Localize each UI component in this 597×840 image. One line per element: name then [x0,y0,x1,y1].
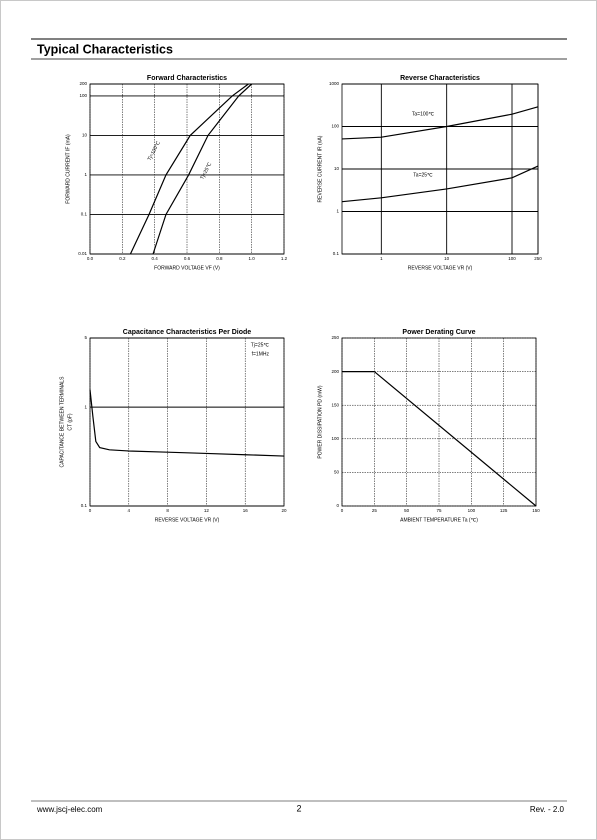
x-tick-label: 75 [436,508,442,513]
y-tick-label: 100 [331,436,339,441]
data-line [129,83,249,255]
plot-frame [89,83,285,255]
data-line [152,83,253,255]
footer-page: 2 [296,803,301,813]
y-tick-label: 1 [84,404,87,409]
footer-revision: Rev. - 2.0 [530,805,565,814]
x-tick-label: 100 [508,256,516,261]
data-line [342,371,537,507]
y-tick-label: 1 [84,172,87,177]
x-tick-label: 0.8 [216,256,223,261]
y-tick-label: 0 [336,503,339,508]
x-tick-label: 8 [166,508,169,513]
y-tick-label: 0.1 [333,251,340,256]
x-tick-label: 50 [404,508,410,513]
data-line [341,106,539,140]
y-axis-label: REVERSE CURRENT IR (nA) [317,135,323,202]
x-tick-label: 10 [444,256,450,261]
x-tick-label: 100 [468,508,476,513]
data-line [341,165,539,203]
chart-title: Power Derating Curve [402,329,475,336]
x-tick-label: 0 [341,508,344,513]
series-label: Tj=25℃ [199,161,213,180]
x-tick-label: 250 [534,256,542,261]
x-tick-label: 1 [380,256,383,261]
x-tick-label: 1.2 [281,256,288,261]
y-tick-label: 10 [334,166,340,171]
y-tick-label: 200 [331,369,339,374]
y-tick-label: 5 [84,335,87,340]
y-tick-label: 100 [331,124,339,129]
y-tick-label: 1 [336,209,339,214]
x-axis-label: FORWARD VOLTAGE VF (V) [154,265,220,271]
plot-frame [341,83,539,255]
y-tick-label: 250 [331,335,339,340]
x-axis-label: REVERSE VOLTAGE VR (V) [408,265,473,271]
y-tick-label: 1000 [329,81,340,86]
y-axis-label: FORWARD CURRENT IF (mA) [65,134,71,204]
plot-frame [341,337,537,507]
header-title: Typical Characteristics [37,42,173,56]
x-tick-label: 0.0 [87,256,94,261]
x-tick-label: 1.0 [249,256,256,261]
y-tick-label: 0.01 [78,251,87,256]
y-tick-label: 100 [79,93,87,98]
x-axis-label: REVERSE VOLTAGE VR (V) [155,517,220,523]
x-tick-label: 16 [243,508,249,513]
y-axis-label: CT (pF) [67,413,73,430]
x-tick-label: 0.6 [184,256,191,261]
series-label: Ta=25℃ [413,172,433,178]
series-label: Tj=100℃ [147,140,162,162]
y-tick-label: 50 [334,470,340,475]
y-tick-label: 0.1 [81,212,88,217]
footer-website: www.jscj-elec.com [36,805,103,814]
chart-title: Capacitance Characteristics Per Diode [123,329,251,336]
chart-title: Reverse Characteristics [400,75,480,82]
y-tick-label: 150 [331,402,339,407]
x-tick-label: 20 [281,508,287,513]
y-axis-label: POWER DISSIPATION PD (mW) [317,385,323,458]
x-tick-label: 0.2 [119,256,126,261]
annotation: f=1MHz [252,351,270,357]
annotation: Tj=25℃ [251,342,270,348]
y-tick-label: 10 [82,133,88,138]
series-label: Ta=100℃ [412,111,435,117]
y-tick-label: 0.1 [81,503,88,508]
plot-frame [89,337,285,507]
x-tick-label: 25 [372,508,378,513]
y-tick-label: 200 [79,81,87,86]
x-tick-label: 150 [532,508,540,513]
x-tick-label: 12 [204,508,210,513]
y-axis-label: CAPACITANCE BETWEEN TERMINALS [59,376,65,468]
x-axis-label: AMBIENT TEMPERATURE Ta (℃) [400,517,478,523]
x-tick-label: 125 [500,508,508,513]
chart-title: Forward Characteristics [147,75,227,82]
x-tick-label: 0.4 [152,256,159,261]
x-tick-label: 0 [89,508,92,513]
x-tick-label: 4 [128,508,131,513]
data-line [89,389,285,457]
